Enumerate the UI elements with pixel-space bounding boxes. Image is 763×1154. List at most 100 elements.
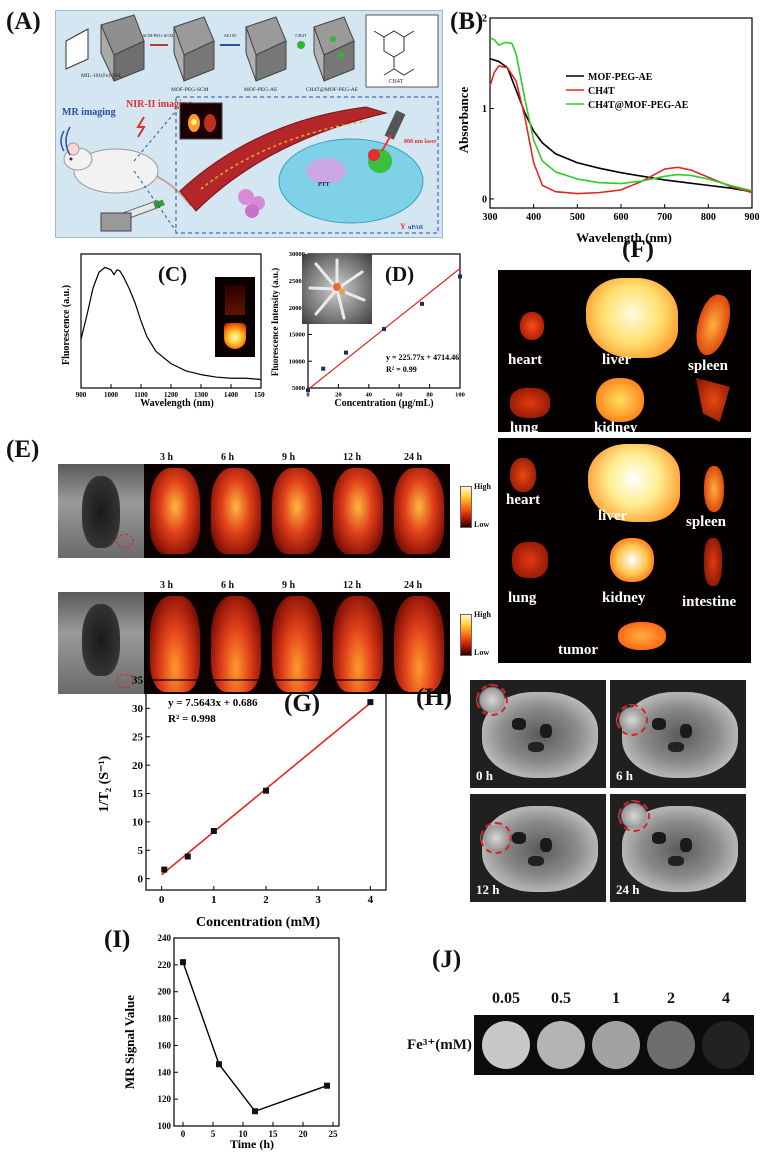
panel-label-d: (D) (385, 262, 415, 286)
mr-signal-chart-ylabel: MR Signal Value (122, 995, 137, 1089)
fluorescence-chart-xtick-label: 1200 (164, 391, 179, 399)
fluorescence-spectrum-chart: Fluorescence (a.u.) Wavelength (nm) 900 1… (61, 253, 265, 409)
mr-signal-chart-ytick-label: 240 (158, 933, 172, 943)
arrow-label-2: CH4T (295, 33, 307, 38)
relaxivity-chart-ytick-label: 0 (138, 873, 144, 885)
intensity-chart-ytick-label: 30000 (289, 251, 305, 258)
timepoint-label: 24 h (404, 580, 423, 591)
signal-waves-icon (60, 126, 71, 156)
intensity-point (306, 388, 310, 393)
intensity-chart-ytick-label: 20000 (289, 305, 305, 312)
mr-signal-chart-ytick-label: 100 (158, 1121, 172, 1131)
step-label-0: MIL-101(Fe)-NH₂ (81, 72, 122, 79)
absorbance-chart-ytick-label: 2 (482, 13, 487, 24)
absorbance-chart: Absorbance Wavelength (nm) MOF-PEG-AE CH… (456, 13, 760, 245)
intensity-chart-ytick-label: 10000 (289, 358, 305, 365)
molecule-icon (373, 30, 415, 76)
mri-time-label: 24 h (616, 882, 640, 897)
mr-signal-chart-xlabel: Time (h) (230, 1137, 274, 1151)
organ-label-liver-top: liver (602, 352, 632, 368)
timepoint-label: 24 h (404, 452, 423, 463)
intensity-chart-ytick-label: 5000 (292, 385, 305, 392)
mri-time-label: 12 h (476, 882, 500, 897)
arrow-label-1: AE105 (224, 33, 237, 38)
mri-slice-2: 12 h (470, 794, 606, 902)
molecule-structure-box (365, 14, 439, 88)
arrow-label-0: SCM-PEG-SCM (143, 33, 174, 38)
panel-label-j: (J) (432, 946, 462, 973)
relaxivity-chart: 1/T₂ (S⁻¹) Concentration (mM) y = 7.5643… (97, 675, 387, 930)
phantom-concentration-label: 1 (612, 990, 620, 1007)
phantom-concentration-label: 0.05 (492, 990, 520, 1007)
svg-text:Y: Y (400, 222, 406, 231)
organ-label-tumor-bottom: tumor (558, 642, 598, 658)
intensity-chart-xlabel: Concentration (μg/mL) (334, 398, 433, 409)
absorbance-chart-ylabel: Absorbance (456, 87, 471, 154)
relaxivity-point (184, 853, 191, 860)
relaxivity-chart-xtick-label: 0 (159, 894, 165, 906)
tumor-circle-marker (476, 684, 508, 716)
intensity-point (344, 350, 348, 355)
nir-mouse (150, 596, 200, 692)
nir-mouse (272, 468, 322, 554)
relaxivity-chart-xtick-label: 3 (315, 894, 321, 906)
organ-label-kidney-top: kidney (594, 420, 638, 436)
schematic-drawing: CH4T MIL-101(Fe)-NH₂ MOF-PEG-SCM MOF-PEG… (60, 14, 439, 234)
organ-label-heart-top: heart (508, 352, 543, 368)
blood-vessel-icon (179, 106, 388, 212)
relaxivity-point (263, 787, 269, 794)
legend-mof-peg-ae: MOF-PEG-AE (588, 72, 653, 83)
intensity-chart-xtick-label: 60 (396, 392, 403, 399)
mr-signal-chart-xtick-label: 15 (269, 1129, 279, 1139)
mr-signal-chart-xtick-label: 20 (299, 1129, 309, 1139)
fluorescence-chart-xtick-label: 1300 (194, 391, 209, 399)
panel-label-a: (A) (6, 8, 41, 35)
mof-peg-ae-icon (245, 16, 287, 82)
phantom-sample-2 (592, 1021, 640, 1069)
panel-label-h: (H) (416, 684, 453, 711)
phantom-concentration-label: 2 (667, 990, 675, 1007)
tumor-circle-marker (616, 704, 648, 736)
organ-label-lung-top: lung (510, 420, 539, 436)
mri-slice-0: 0 h (470, 680, 606, 788)
timepoint-label: 9 h (282, 452, 296, 463)
relaxivity-chart-ytick-label: 20 (132, 760, 144, 772)
fluorescence-chart-xtick-label: 1500 (254, 391, 265, 399)
phantom-sample-1 (537, 1021, 585, 1069)
timepoint-label: 12 h (343, 452, 362, 463)
absorbance-chart-xtick-label: 400 (526, 212, 541, 223)
panel-label-i: (I) (104, 926, 131, 953)
mr-signal-chart-ytick-label: 120 (158, 1094, 172, 1104)
nir-imaging-label: NIR-II imaging (126, 99, 192, 110)
organ-label-intestine-bottom: intestine (682, 594, 737, 610)
mr-signal-point (216, 1061, 222, 1068)
absorbance-chart-xtick-label: 500 (570, 212, 585, 223)
ch4t-dot-icon (297, 41, 305, 49)
vial-fluorescence-inset (215, 277, 255, 357)
lightning-icon (136, 116, 146, 138)
mri-time-label: 6 h (616, 768, 633, 783)
mr-signal-chart-frame (173, 937, 340, 1127)
tumor-circle-marker (116, 674, 134, 688)
relaxivity-chart-ytick-label: 5 (138, 845, 144, 857)
mr-signal-chart-ytick-label: 200 (158, 987, 172, 997)
step-label-3: CH4T@MOF-PEG-AE (306, 87, 359, 93)
injected-mof-icon (100, 212, 132, 232)
mr-signal-line (182, 961, 328, 1112)
timepoint-label: 9 h (282, 580, 296, 591)
tumor-circle-marker (480, 822, 512, 854)
intensity-chart-xtick-label: 20 (335, 392, 342, 399)
relaxivity-chart-equation: y = 7.5643x + 0.686 (168, 697, 258, 709)
mr-signal-point (180, 959, 186, 966)
laser-icon (384, 110, 406, 140)
intensity-chart-ylabel: Fluorescence Intensity (a.u.) (270, 268, 280, 376)
phantom-axis-label: Fe³⁺(mM) (407, 1037, 472, 1053)
mr-signal-point (324, 1082, 330, 1089)
fluorescence-curve (80, 266, 262, 381)
tubes-inset-image (302, 254, 372, 324)
phantom-concentration-label: 0.5 (551, 990, 571, 1007)
panel-a-schematic: CH4T MIL-101(Fe)-NH₂ MOF-PEG-SCM MOF-PEG… (55, 10, 443, 238)
organ-label-liver-bottom: liver (598, 508, 628, 524)
timepoint-label: 6 h (221, 452, 235, 463)
nir-mouse (333, 468, 383, 554)
